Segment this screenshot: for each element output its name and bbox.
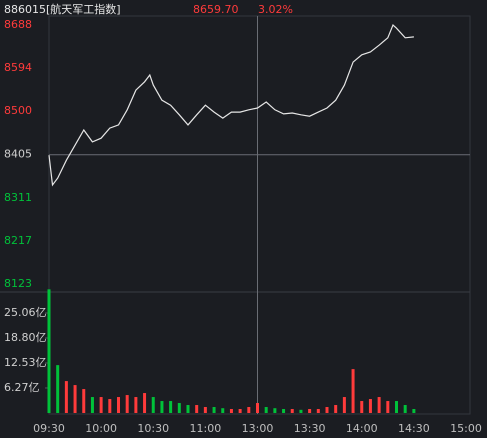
volume-bar (238, 409, 242, 413)
volume-tick-label: 6.27亿 (4, 381, 40, 394)
volume-bar (386, 401, 390, 413)
volume-bar (203, 407, 207, 413)
price-label: 8659.70 (193, 3, 239, 16)
volume-bar (177, 403, 181, 413)
volume-bar (160, 401, 164, 413)
x-tick-label: 11:00 (190, 422, 222, 435)
x-tick-label: 13:00 (242, 422, 274, 435)
y-tick-label: 8217 (4, 234, 32, 247)
volume-bar (247, 407, 251, 413)
volume-bar (229, 409, 233, 413)
volume-bar (395, 401, 398, 413)
volume-bar (56, 365, 60, 413)
volume-bar (290, 409, 294, 413)
y-tick-label: 8688 (4, 18, 32, 31)
y-tick-label: 8405 (4, 148, 32, 161)
x-tick-label: 13:30 (294, 422, 326, 435)
chart-title: 886015[航天军工指数] (4, 2, 121, 16)
volume-bar (377, 397, 381, 413)
volume-bar (273, 408, 277, 413)
volume-bar (64, 381, 68, 413)
volume-bar (264, 407, 268, 413)
volume-bar (351, 369, 355, 413)
volume-bar (316, 409, 320, 413)
frame (48, 15, 471, 415)
volume-bar (325, 407, 329, 413)
volume-bar (47, 289, 51, 413)
y-tick-label: 8594 (4, 61, 32, 74)
volume-bar (134, 397, 138, 413)
volume-bar (90, 397, 94, 413)
volume-bar (334, 405, 338, 413)
x-tick-label: 14:00 (346, 422, 378, 435)
volume-bar (186, 405, 190, 413)
y-tick-label: 8311 (4, 191, 32, 204)
volume-bar (195, 405, 199, 413)
volume-bar (169, 401, 173, 413)
volume-bar (212, 407, 216, 413)
volume-bar (412, 409, 416, 413)
volume-tick-label: 18.80亿 (4, 331, 47, 344)
volume-bar (143, 393, 147, 413)
x-tick-label: 10:00 (85, 422, 117, 435)
volume-bar (282, 409, 286, 413)
volume-bar (308, 409, 312, 413)
x-tick-label: 15:00 (450, 422, 482, 435)
volume-bar (117, 397, 120, 413)
volume-bar (151, 397, 155, 413)
volume-bar (368, 399, 372, 413)
price-line (48, 23, 414, 187)
volume-bar (221, 408, 225, 413)
x-tick-label: 09:30 (33, 422, 65, 435)
volume-bar (82, 389, 86, 413)
volume-tick-label: 25.06亿 (4, 306, 47, 319)
volume-bar (403, 405, 407, 413)
volume-bar (256, 403, 259, 413)
volume-bar (342, 397, 346, 413)
y-tick-label: 8500 (4, 104, 32, 117)
volume-tick-label: 12.53亿 (4, 356, 47, 369)
volume-bar (108, 399, 112, 413)
x-tick-label: 10:30 (137, 422, 169, 435)
volume-bar (73, 385, 77, 413)
y-tick-label: 8123 (4, 277, 32, 290)
volume-bar (299, 409, 303, 413)
x-tick-label: 14:30 (398, 422, 430, 435)
change-label: 3.02% (258, 3, 293, 16)
volume-bar (125, 395, 129, 413)
volume-bar (360, 401, 364, 413)
volume-bar (99, 397, 103, 413)
